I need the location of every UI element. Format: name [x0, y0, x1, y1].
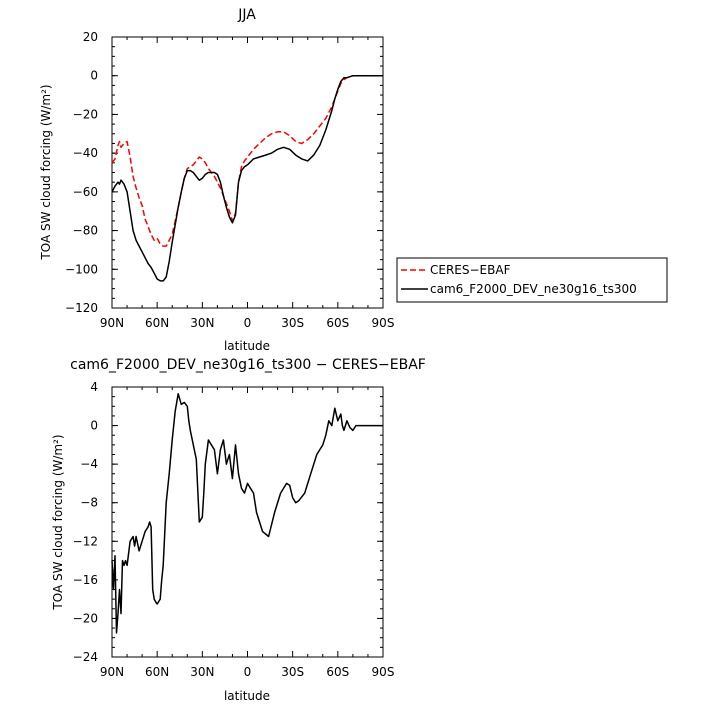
top-chart-ytick-label: −120 [65, 301, 98, 315]
bottom-chart-ylabel: TOA SW cloud forcing (W/m²) [51, 434, 65, 610]
bottom-chart: cam6_F2000_DEV_ne30g16_ts300 − CERES−EBA… [51, 357, 426, 703]
top-chart-ytick-label: −60 [73, 185, 98, 199]
bottom-chart-ytick-label: 4 [90, 380, 98, 394]
top-chart-xtick-label: 90N [100, 316, 124, 330]
bottom-chart-ytick-label: −12 [73, 534, 98, 548]
bottom-chart-xtick-label: 90S [372, 665, 395, 679]
top-chart-frame [111, 36, 384, 309]
top-chart-ylabel: TOA SW cloud forcing (W/m²) [39, 84, 53, 260]
legend-label-cam6: cam6_F2000_DEV_ne30g16_ts300 [430, 282, 637, 296]
bottom-chart-ytick-label: −4 [80, 457, 98, 471]
top-chart-ytick-label: −80 [73, 224, 98, 238]
bottom-chart-ytick-label: 0 [90, 419, 98, 433]
bottom-chart-plot-area: 90N 60N 30N 0 30S 60S 90S 4 0 −4 −8 −12 −16 −20 −24 [73, 380, 395, 679]
bottom-chart-ytick-label: −20 [73, 611, 98, 625]
top-chart-xtick-label: 0 [244, 316, 252, 330]
bottom-chart-title: cam6_F2000_DEV_ne30g16_ts300 − CERES−EBA… [70, 357, 426, 373]
bottom-chart-xtick-label: 90N [100, 665, 124, 679]
bottom-chart-xtick-label: 30N [190, 665, 214, 679]
top-chart-xtick-label: 30S [281, 316, 304, 330]
top-chart-ytick-label: 20 [83, 30, 98, 44]
top-chart-ytick-label: −40 [73, 146, 98, 160]
bottom-chart-xtick-label: 30S [281, 665, 304, 679]
top-chart-title: JJA [237, 7, 256, 23]
bottom-chart-xtick-label: 0 [244, 665, 252, 679]
bottom-chart-ytick-label: −16 [73, 573, 98, 587]
top-chart: JJA 90N 60N 30N 0 30S 60S 90S 20 0 −20 −40 −60 −80 −1… [39, 7, 394, 353]
top-chart-xtick-label: 60S [326, 316, 349, 330]
bottom-chart-ytick-label: −24 [73, 650, 98, 664]
legend-box [396, 257, 668, 303]
top-chart-series-line-0 [111, 74, 383, 247]
top-chart-xtick-label: 60N [145, 316, 169, 330]
bottom-chart-xtick-label: 60S [326, 665, 349, 679]
top-chart-xlabel: latitude [224, 339, 270, 353]
top-chart-xtick-label: 30N [190, 316, 214, 330]
top-chart-ytick-label: 0 [90, 69, 98, 83]
legend-label-ceres: CERES−EBAF [430, 263, 511, 277]
bottom-chart-ytick-label: −8 [80, 496, 98, 510]
top-chart-xtick-label: 90S [372, 316, 395, 330]
bottom-chart-xlabel: latitude [224, 689, 270, 703]
top-chart-ytick-label: −20 [73, 107, 98, 121]
bottom-chart-xtick-label: 60N [145, 665, 169, 679]
top-chart-series-line-1 [111, 74, 383, 282]
legend: CERES−EBAF cam6_F2000_DEV_ne30g16_ts300 [396, 257, 668, 303]
bottom-chart-series-line-0 [111, 393, 383, 634]
top-chart-ytick-label: −100 [65, 262, 98, 276]
top-chart-plot-area: 90N 60N 30N 0 30S 60S 90S 20 0 −20 −40 −60 −80 −100 −1… [65, 30, 394, 330]
